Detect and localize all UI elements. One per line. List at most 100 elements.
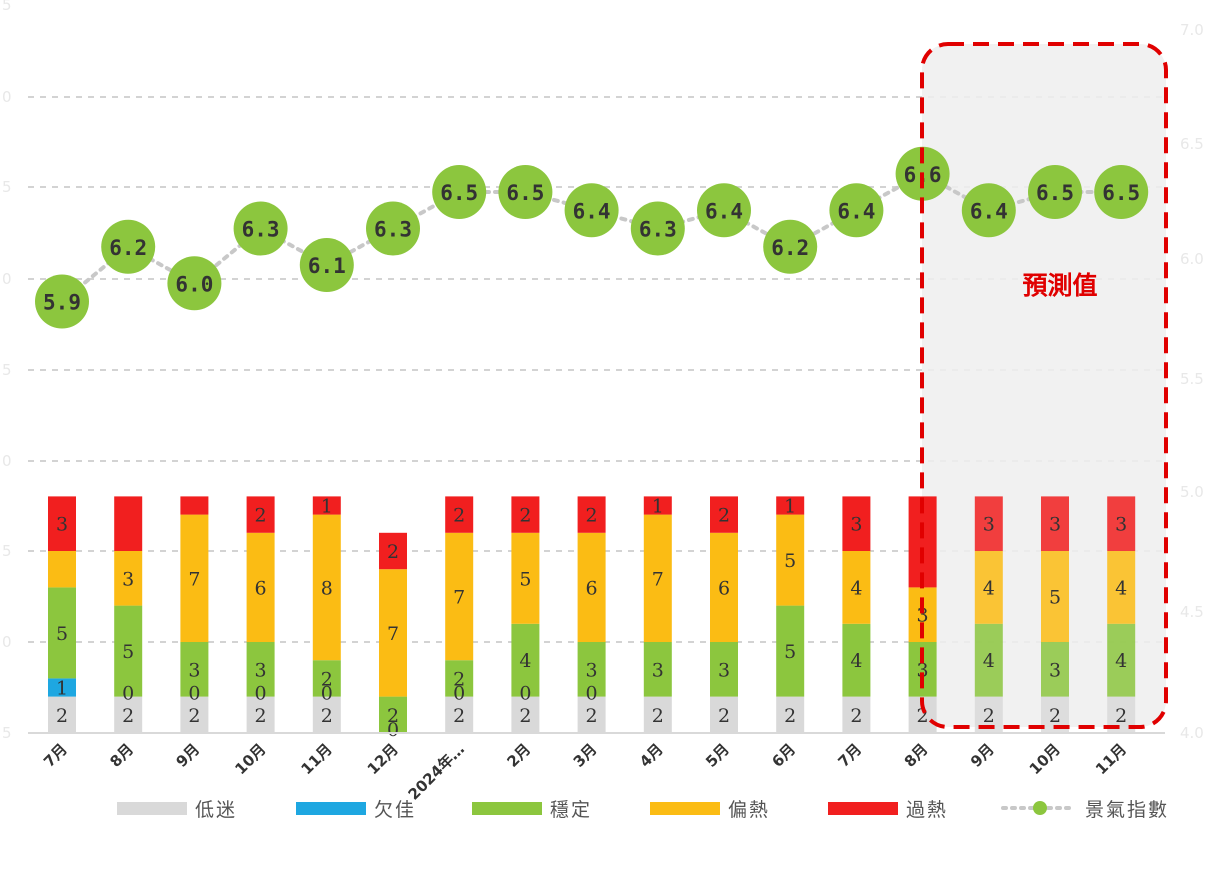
legend-swatch <box>650 802 720 815</box>
bar-segment <box>643 642 672 697</box>
bar-segment-label: 3 <box>850 514 862 536</box>
bar-segment-label: 0 <box>453 683 465 705</box>
index-point <box>101 219 156 274</box>
bar-segment-label: 5 <box>122 641 134 663</box>
bar-segment-label: 3 <box>983 514 995 536</box>
legend-line-marker <box>1033 801 1047 815</box>
x-tick-label: 10月 <box>1026 740 1064 778</box>
index-point <box>1028 165 1082 220</box>
bar-segment-label: 2 <box>850 705 862 727</box>
bar-segment <box>842 496 871 551</box>
index-point <box>167 256 222 311</box>
index-point-label: 6.3 <box>374 218 412 242</box>
index-point <box>35 274 89 329</box>
left-tick-label: 5 <box>2 361 12 379</box>
bar-segment <box>48 587 76 679</box>
bar-segment-label: 2 <box>56 705 68 727</box>
bar-segment <box>379 532 407 570</box>
bar-segment <box>312 514 341 661</box>
bar-segment <box>511 532 540 624</box>
bar-segment-label: 3 <box>122 568 134 590</box>
index-point-label: 6.3 <box>639 218 677 242</box>
bar-segment-label: 4 <box>1115 650 1127 672</box>
bar-segment-label: 2 <box>718 705 730 727</box>
bar-segment <box>511 623 540 697</box>
bar-segment <box>1107 623 1136 697</box>
bar-segment <box>1041 551 1069 642</box>
index-point <box>233 201 288 256</box>
bar-segment <box>776 696 805 733</box>
bar-segment-label: 3 <box>56 514 68 536</box>
bar-segment <box>114 496 143 551</box>
bar-segment-label: 3 <box>917 605 929 627</box>
bar-segment-label: 1 <box>784 496 796 518</box>
bar-segment <box>1107 496 1136 551</box>
bar-segment <box>180 514 209 642</box>
bar-segment-label: 2 <box>1049 705 1061 727</box>
bar-segment <box>643 496 672 515</box>
index-point <box>366 201 420 256</box>
left-tick-label: 0 <box>2 452 12 470</box>
legend-label: 過熱 <box>906 799 948 821</box>
bar-segment <box>710 532 738 642</box>
bar-segment <box>48 696 76 733</box>
left-tick-label: 0 <box>2 633 12 651</box>
bar-segment <box>48 496 76 551</box>
index-point-label: 6.5 <box>506 181 544 205</box>
bar-segment <box>710 642 738 697</box>
left-tick-label: 5 <box>2 724 12 742</box>
bar-segment <box>1041 642 1069 697</box>
bar-segment-label: 2 <box>718 505 730 527</box>
forecast-dashed-border <box>920 42 1168 729</box>
index-point-label: 6.3 <box>242 218 280 242</box>
right-tick-label: 7.0 <box>1180 21 1204 39</box>
bar-segment <box>842 551 871 624</box>
bar-segment-label: 0 <box>321 683 333 705</box>
right-tick-label: 4.0 <box>1180 724 1204 742</box>
bar-segment <box>379 569 407 697</box>
bar-segment-label: 0 <box>519 683 531 705</box>
index-point-label: 5.9 <box>43 291 81 315</box>
bar-segment <box>1041 496 1069 551</box>
legend-label: 欠佳 <box>374 799 416 821</box>
bar-segment <box>577 642 606 697</box>
bar-segment-label: 2 <box>586 705 598 727</box>
bar-segment <box>114 605 143 697</box>
bar-segment-label: 2 <box>321 705 333 727</box>
index-point-label: 6.4 <box>837 199 875 223</box>
bar-segment-label: 1 <box>56 678 68 700</box>
bar-segment-label: 4 <box>850 650 862 672</box>
bar-segment-label: 5 <box>784 641 796 663</box>
forecast-label: 預測值 <box>1022 271 1097 300</box>
x-tick-label: 11月 <box>1092 740 1130 778</box>
index-line: 5.9 6.2 6.0 6.3 6.1 6.3 6.5 6.5 6.4 6.3 6.4 6.2 6.4 6… <box>35 146 1149 329</box>
bar-segment-label: 3 <box>1049 514 1061 536</box>
bar-segment-label: 3 <box>718 659 730 681</box>
legend-swatch <box>828 802 898 815</box>
index-point <box>498 165 553 220</box>
bar-segment <box>643 696 672 733</box>
bar-segment-label: 2 <box>586 505 598 527</box>
bar-segment <box>511 696 540 733</box>
x-tick-label: 2024年… <box>405 740 468 803</box>
bar-segment-label: 7 <box>188 568 200 590</box>
left-tick-label: 5 <box>2 178 12 196</box>
bar-segment <box>180 642 209 697</box>
bar-segment-label: 2 <box>188 705 200 727</box>
bar-segment-label: 2 <box>387 705 399 727</box>
bar-segment-label: 2 <box>453 505 465 527</box>
index-point-label: 6.0 <box>175 272 213 296</box>
bar-segment <box>710 696 738 733</box>
index-point-label: 6.4 <box>970 199 1008 223</box>
bar-segment-label: 0 <box>255 683 267 705</box>
bar-segment <box>246 532 275 642</box>
bar-segment-label: 0 <box>122 683 134 705</box>
bar-segment <box>48 678 76 697</box>
bar-segment <box>776 514 805 606</box>
x-tick-label: 8月 <box>901 740 932 771</box>
bar-segment <box>974 496 1003 551</box>
bar-segment-label: 2 <box>122 705 134 727</box>
bar-segment-label: 5 <box>519 568 531 590</box>
bar-segment <box>445 660 474 697</box>
bar-segment-label: 7 <box>652 568 664 590</box>
